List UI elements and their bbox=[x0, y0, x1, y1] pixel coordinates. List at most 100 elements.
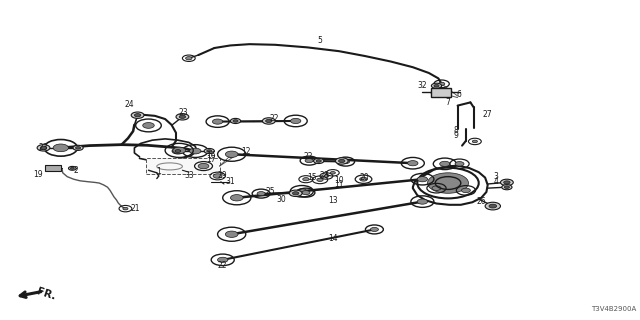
Circle shape bbox=[143, 123, 154, 128]
Circle shape bbox=[262, 118, 275, 124]
Text: 20: 20 bbox=[360, 173, 370, 182]
Text: 22: 22 bbox=[218, 261, 227, 270]
FancyBboxPatch shape bbox=[146, 158, 220, 174]
Circle shape bbox=[324, 175, 329, 177]
Circle shape bbox=[436, 91, 444, 95]
Text: 21: 21 bbox=[131, 204, 140, 213]
Circle shape bbox=[73, 145, 83, 150]
Text: 23: 23 bbox=[179, 108, 189, 117]
Circle shape bbox=[455, 162, 464, 166]
Circle shape bbox=[502, 185, 512, 190]
Circle shape bbox=[360, 177, 367, 181]
Circle shape bbox=[266, 119, 272, 123]
Circle shape bbox=[189, 148, 201, 154]
Circle shape bbox=[198, 164, 209, 169]
Text: 27: 27 bbox=[483, 110, 493, 119]
Circle shape bbox=[504, 186, 509, 188]
Text: 28: 28 bbox=[320, 171, 329, 180]
Circle shape bbox=[131, 112, 144, 118]
Circle shape bbox=[303, 178, 309, 181]
Circle shape bbox=[408, 161, 418, 166]
Text: 12: 12 bbox=[242, 147, 251, 156]
Circle shape bbox=[305, 159, 313, 163]
Text: 11: 11 bbox=[335, 180, 344, 189]
Text: 10: 10 bbox=[334, 176, 344, 185]
Circle shape bbox=[428, 173, 468, 193]
Circle shape bbox=[485, 202, 500, 210]
Text: 30: 30 bbox=[276, 195, 287, 204]
Circle shape bbox=[472, 140, 477, 143]
Circle shape bbox=[40, 146, 47, 149]
Text: 16: 16 bbox=[206, 151, 216, 160]
Circle shape bbox=[317, 178, 323, 181]
Circle shape bbox=[53, 144, 68, 152]
Text: 24: 24 bbox=[124, 100, 134, 109]
Circle shape bbox=[173, 147, 186, 154]
Text: FR.: FR. bbox=[35, 286, 57, 301]
Circle shape bbox=[257, 192, 265, 196]
Circle shape bbox=[68, 166, 76, 170]
Text: 31: 31 bbox=[225, 177, 236, 186]
Circle shape bbox=[289, 190, 302, 196]
Circle shape bbox=[225, 151, 238, 157]
Circle shape bbox=[218, 257, 228, 262]
Circle shape bbox=[186, 57, 192, 60]
Circle shape bbox=[330, 172, 335, 174]
Text: 7: 7 bbox=[445, 98, 451, 107]
Circle shape bbox=[302, 191, 310, 195]
Circle shape bbox=[179, 115, 186, 118]
Text: 9: 9 bbox=[453, 131, 458, 140]
Text: 23: 23 bbox=[38, 143, 49, 152]
Circle shape bbox=[176, 114, 189, 120]
Text: 1: 1 bbox=[156, 167, 161, 176]
Text: 22: 22 bbox=[269, 114, 278, 123]
Circle shape bbox=[291, 118, 301, 124]
Circle shape bbox=[342, 160, 349, 164]
Circle shape bbox=[230, 195, 243, 201]
Text: 3: 3 bbox=[493, 172, 499, 181]
Circle shape bbox=[297, 189, 307, 194]
Text: 29: 29 bbox=[218, 172, 228, 180]
Text: 2: 2 bbox=[73, 166, 78, 175]
Circle shape bbox=[233, 120, 238, 122]
Circle shape bbox=[371, 228, 378, 231]
Circle shape bbox=[431, 83, 442, 88]
Text: 5: 5 bbox=[317, 36, 323, 45]
Circle shape bbox=[37, 145, 50, 151]
Text: T3V4B2900A: T3V4B2900A bbox=[591, 306, 637, 312]
Circle shape bbox=[207, 150, 212, 152]
Circle shape bbox=[500, 179, 513, 186]
Circle shape bbox=[504, 181, 510, 184]
Text: 4: 4 bbox=[493, 177, 499, 186]
Text: 33: 33 bbox=[184, 171, 194, 180]
Circle shape bbox=[70, 167, 74, 169]
Circle shape bbox=[440, 161, 450, 166]
Circle shape bbox=[489, 204, 497, 208]
Circle shape bbox=[230, 118, 241, 124]
Circle shape bbox=[432, 186, 441, 190]
Text: 32: 32 bbox=[417, 81, 428, 90]
Circle shape bbox=[175, 149, 181, 152]
Circle shape bbox=[172, 148, 184, 154]
Circle shape bbox=[339, 159, 345, 163]
Text: 19: 19 bbox=[33, 170, 44, 179]
Circle shape bbox=[134, 114, 141, 117]
Circle shape bbox=[204, 148, 214, 154]
Circle shape bbox=[434, 84, 439, 87]
Text: 8: 8 bbox=[453, 126, 458, 135]
Text: 6: 6 bbox=[456, 90, 461, 99]
Circle shape bbox=[212, 119, 223, 124]
Circle shape bbox=[417, 199, 428, 204]
Circle shape bbox=[213, 174, 222, 178]
Circle shape bbox=[292, 192, 299, 195]
Circle shape bbox=[314, 158, 324, 164]
Circle shape bbox=[438, 82, 445, 85]
Text: 15: 15 bbox=[307, 173, 317, 182]
Text: 26: 26 bbox=[476, 197, 486, 206]
FancyBboxPatch shape bbox=[45, 165, 61, 171]
Circle shape bbox=[461, 188, 470, 193]
Text: 13: 13 bbox=[328, 196, 338, 205]
Circle shape bbox=[335, 158, 348, 164]
Circle shape bbox=[417, 177, 428, 182]
Circle shape bbox=[123, 207, 128, 210]
